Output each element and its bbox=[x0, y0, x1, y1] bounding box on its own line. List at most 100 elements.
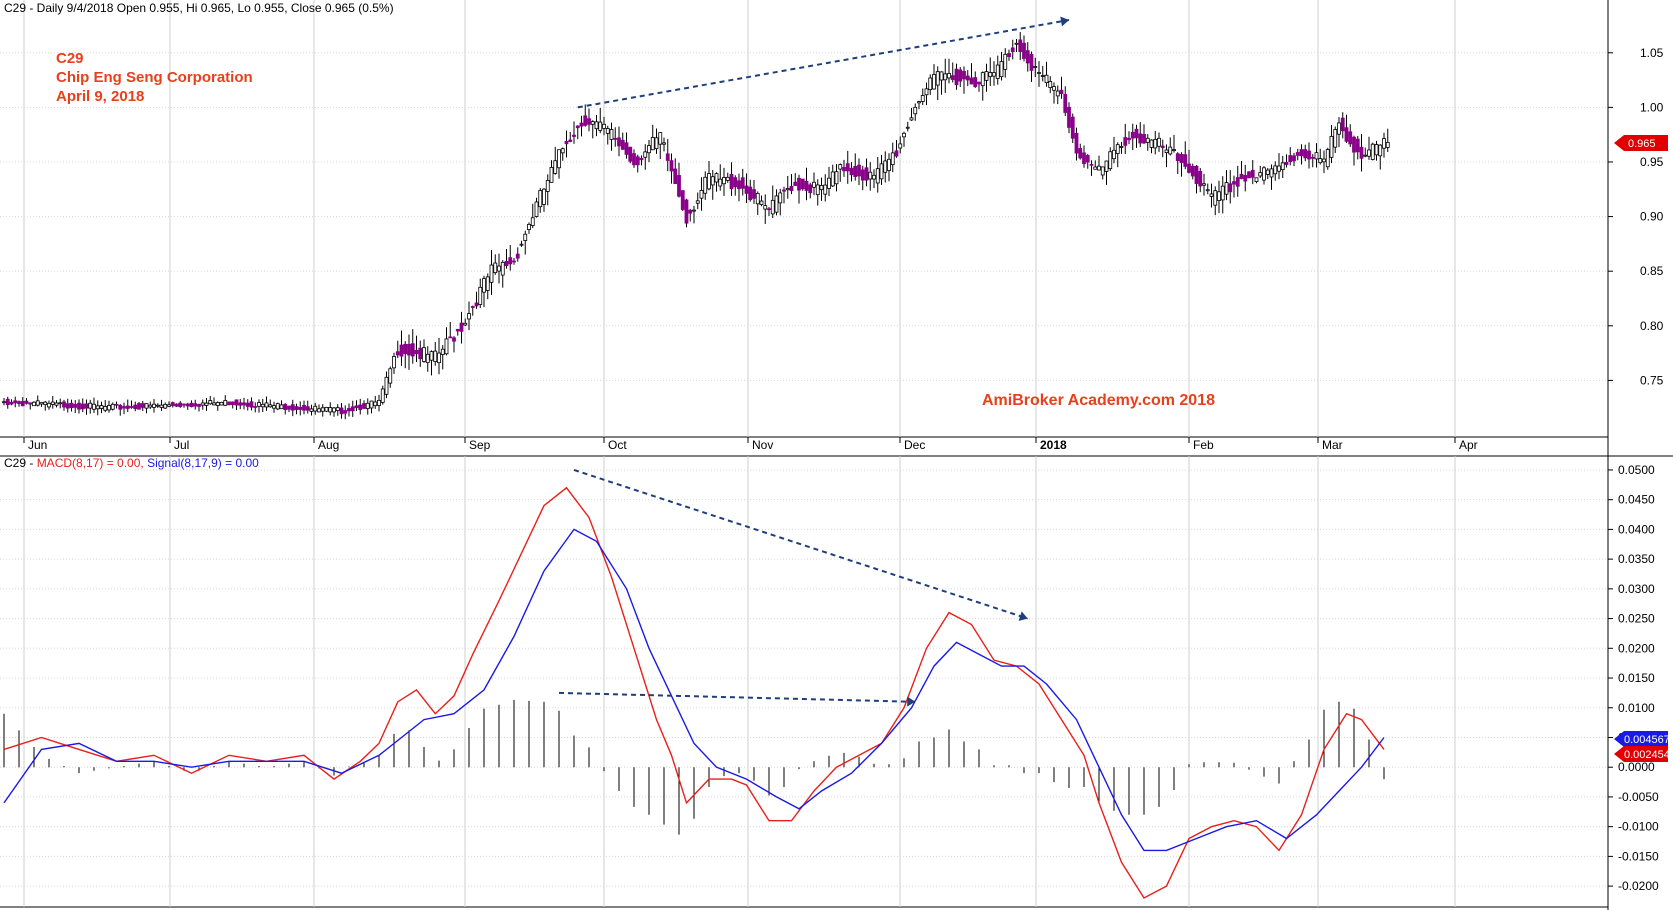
candle-body bbox=[639, 157, 644, 161]
candle-body bbox=[275, 403, 280, 410]
candle-body bbox=[317, 408, 321, 413]
candle-body bbox=[827, 177, 831, 189]
macd-grid bbox=[0, 456, 1608, 908]
candle-body bbox=[512, 260, 516, 263]
candle-body bbox=[515, 253, 520, 259]
candle-body bbox=[710, 176, 715, 186]
candle-body bbox=[984, 71, 989, 81]
candle-body bbox=[583, 115, 588, 126]
candle-body bbox=[575, 125, 580, 129]
candle-body bbox=[1070, 116, 1075, 139]
macd-trendline-segment bbox=[558, 691, 916, 703]
candle-body bbox=[905, 126, 910, 129]
candle-body bbox=[665, 153, 670, 161]
macd-y-tick-label: 0.0300 bbox=[1618, 582, 1655, 596]
macd-y-tick-label: 0.0350 bbox=[1618, 552, 1655, 566]
candle-body bbox=[148, 404, 153, 408]
candle-body bbox=[587, 118, 591, 125]
candle-body bbox=[482, 278, 486, 293]
candle-body bbox=[1134, 128, 1139, 139]
macd-histogram bbox=[3, 699, 1385, 835]
candle-body bbox=[718, 178, 723, 187]
candle-body bbox=[699, 189, 704, 199]
candle-body bbox=[1093, 166, 1098, 170]
candle-body bbox=[1055, 90, 1060, 97]
candle-body bbox=[594, 121, 599, 130]
candle-body bbox=[1078, 148, 1083, 159]
candle-body bbox=[1258, 172, 1263, 177]
macd-value-label: 0.002454 bbox=[1624, 749, 1670, 761]
candle-body bbox=[1355, 138, 1360, 153]
candle-body bbox=[302, 404, 306, 411]
candle-body bbox=[414, 350, 419, 355]
candle-body bbox=[1329, 135, 1334, 158]
candle-body bbox=[1025, 50, 1030, 64]
candle-body bbox=[174, 403, 179, 407]
candle-body bbox=[669, 160, 674, 172]
month-label: Aug bbox=[318, 438, 339, 452]
month-label: Oct bbox=[608, 438, 627, 452]
candle-body bbox=[920, 95, 925, 102]
candle-body bbox=[654, 137, 659, 150]
candle-body bbox=[609, 129, 614, 140]
last-price-tag: 0.965 bbox=[1614, 135, 1668, 151]
candle-body bbox=[215, 402, 220, 406]
candle-body bbox=[714, 173, 719, 183]
candle-body bbox=[1112, 149, 1116, 160]
candle-body bbox=[418, 347, 423, 360]
candle-body bbox=[688, 209, 693, 214]
macd-trendline-segment bbox=[573, 468, 1029, 620]
candle-body bbox=[1194, 165, 1199, 184]
candle-body bbox=[437, 352, 441, 364]
candle-body bbox=[227, 401, 231, 406]
candle-body bbox=[137, 403, 141, 410]
macd-trendline-arrowhead bbox=[1018, 611, 1028, 621]
candle-body bbox=[770, 199, 775, 215]
candle-body bbox=[613, 137, 618, 140]
candle-body bbox=[1352, 136, 1356, 153]
candle-body bbox=[107, 405, 111, 411]
candle-body bbox=[272, 405, 276, 409]
price-y-axis: 0.75 0.80 0.85 0.90 0.95 1.00 1.05 bbox=[1608, 46, 1664, 387]
candle-body bbox=[354, 405, 359, 409]
candle-body bbox=[1127, 137, 1131, 141]
candle-body bbox=[129, 406, 134, 408]
candle-body bbox=[1359, 146, 1364, 159]
candle-body bbox=[380, 388, 385, 403]
candle-body bbox=[785, 188, 790, 191]
candle-body bbox=[470, 306, 475, 308]
candle-body bbox=[1007, 53, 1011, 58]
candle-body bbox=[890, 152, 895, 166]
candle-body bbox=[422, 347, 426, 362]
candle-body bbox=[32, 401, 36, 407]
price-candles bbox=[2, 32, 1390, 420]
candle-body bbox=[845, 163, 850, 172]
signal-line bbox=[3, 528, 1385, 852]
candle-body bbox=[725, 176, 730, 181]
candle-body bbox=[1205, 189, 1210, 192]
price-trendline-arrowhead bbox=[1060, 16, 1069, 27]
candle-body bbox=[242, 402, 246, 406]
candle-body bbox=[804, 180, 809, 191]
candle-body bbox=[219, 401, 224, 406]
candle-body bbox=[1003, 53, 1008, 70]
candle-body bbox=[358, 404, 363, 411]
candle-body bbox=[110, 403, 115, 410]
candle-body bbox=[1085, 155, 1090, 163]
candle-body bbox=[1254, 177, 1259, 182]
price-y-tick-label: 0.75 bbox=[1640, 373, 1664, 387]
candle-body bbox=[485, 276, 490, 291]
candle-body bbox=[1175, 153, 1180, 162]
candle-body bbox=[1209, 193, 1214, 197]
candle-body bbox=[748, 186, 753, 201]
candle-body bbox=[883, 160, 888, 173]
candle-body bbox=[1187, 163, 1191, 173]
candle-body bbox=[500, 261, 505, 276]
candle-body bbox=[39, 402, 44, 405]
candle-body bbox=[347, 407, 351, 412]
candle-body bbox=[452, 337, 456, 342]
candle-body bbox=[474, 302, 479, 307]
candle-body bbox=[257, 402, 261, 407]
candle-body bbox=[932, 74, 936, 90]
